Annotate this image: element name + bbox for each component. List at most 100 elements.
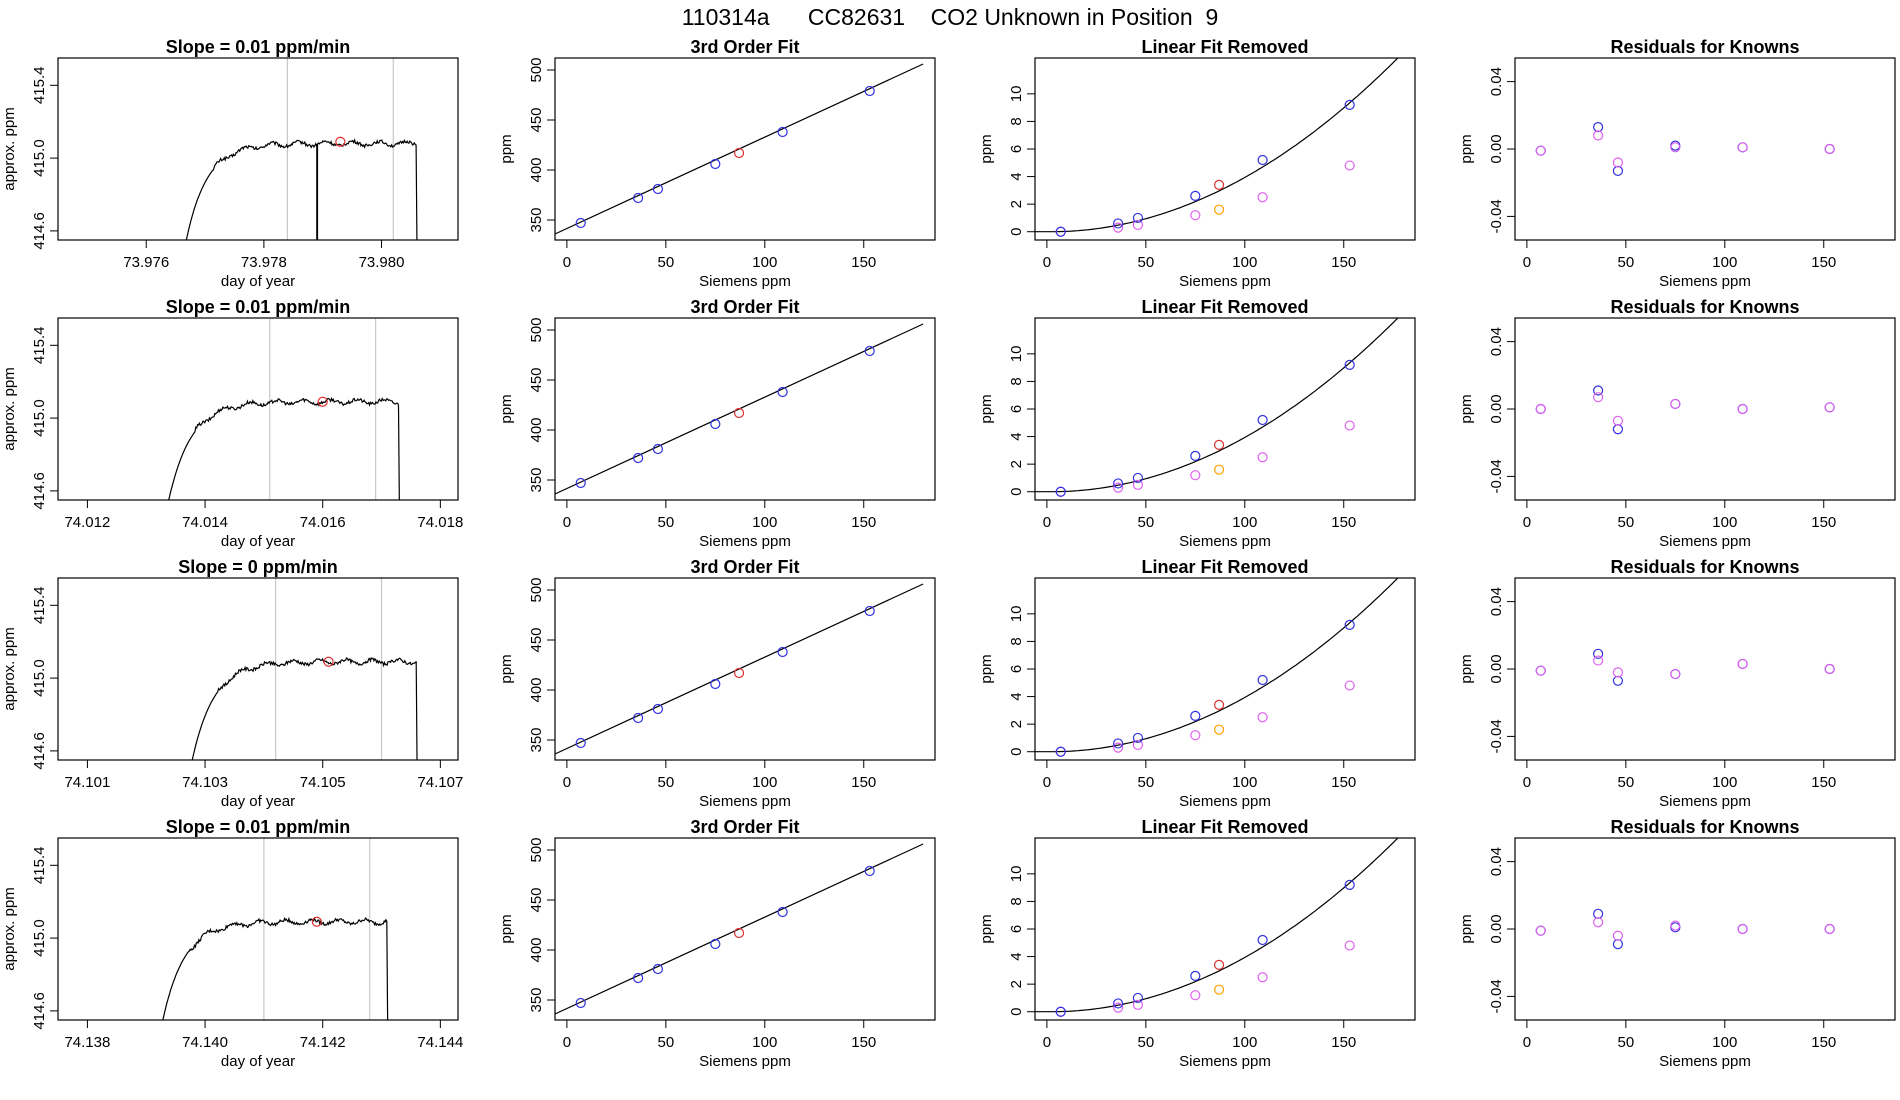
y-tick-label: 4	[1008, 692, 1025, 700]
y-tick-label: -0.04	[1488, 199, 1505, 233]
chart-linear-removed-row-3: Linear Fit Removed 0 50 100 150 0 2 4 6 8 10 Siemen…	[978, 557, 1416, 810]
y-tick-label: 2	[1008, 200, 1025, 208]
known-point	[1113, 998, 1124, 1009]
chart-linear-removed-row-2: Linear Fit Removed 0 50 100 150 0 2 4 6 8 10 Siemen…	[978, 297, 1416, 550]
residual-point-b	[1612, 930, 1624, 941]
y-tick-label: 6	[1008, 665, 1025, 673]
linear-removed-point	[1190, 990, 1201, 1001]
linear-removed-point	[1344, 160, 1355, 171]
known-point	[777, 126, 788, 138]
reference-point	[1213, 984, 1225, 995]
y-tick-label: 8	[1008, 377, 1025, 385]
linear-removed-point	[1113, 742, 1124, 753]
x-tick-label: 150	[851, 254, 876, 271]
y-axis-label: ppm	[1458, 654, 1475, 683]
known-point	[1190, 970, 1201, 981]
residual-point-b	[1535, 145, 1546, 156]
plot-area	[191, 578, 418, 760]
known-point	[1344, 359, 1355, 370]
y-tick-label: 4	[1008, 172, 1025, 180]
x-tick-label: 74.105	[300, 774, 346, 791]
plot-area	[1035, 578, 1399, 757]
chart-title: Slope = 0 ppm/min	[178, 557, 338, 577]
known-point	[864, 605, 875, 617]
residual-point-a	[1612, 675, 1624, 686]
x-tick-label: 0	[1043, 1034, 1051, 1051]
y-tick-label: -0.04	[1488, 979, 1505, 1013]
linear-removed-point	[1113, 482, 1124, 493]
x-tick-label: 100	[752, 254, 777, 271]
y-tick-label: 10	[1008, 346, 1025, 363]
y-tick-label: 350	[528, 987, 545, 1012]
linear-removed-point	[1190, 730, 1201, 741]
x-tick-label: 150	[1331, 774, 1356, 791]
known-point	[1132, 472, 1144, 484]
known-point	[1190, 710, 1201, 721]
residual-point-b	[1670, 142, 1681, 153]
known-point	[710, 158, 721, 170]
co2-trace-line	[168, 396, 400, 500]
y-tick-label: 8	[1008, 117, 1025, 125]
plot-frame	[1034, 317, 1416, 501]
y-tick-label: 415.0	[31, 659, 48, 697]
known-point	[575, 477, 586, 489]
x-tick-label: 100	[1712, 254, 1737, 271]
y-tick-label: 0.04	[1488, 67, 1505, 96]
known-point	[652, 443, 664, 455]
known-point	[633, 192, 644, 204]
x-tick-label: 73.978	[241, 254, 287, 271]
x-axis-label: Siemens ppm	[1659, 793, 1751, 810]
unknown-point	[1213, 439, 1225, 450]
linear-removed-point	[1344, 420, 1355, 431]
x-tick-label: 100	[752, 514, 777, 531]
residual-point-b	[1824, 923, 1835, 935]
x-tick-label: 50	[657, 1034, 674, 1051]
plot-area	[555, 323, 924, 495]
unknown-point	[311, 916, 322, 927]
plot-frame	[57, 317, 459, 501]
x-tick-label: 150	[851, 514, 876, 531]
chart-title: Linear Fit Removed	[1141, 37, 1308, 57]
plot-frame	[1514, 57, 1896, 241]
x-tick-label: 50	[657, 514, 674, 531]
x-tick-label: 0	[1043, 774, 1051, 791]
known-point	[1132, 212, 1144, 224]
residual-point-b	[1824, 663, 1835, 675]
known-point	[710, 678, 721, 690]
plot-frame	[57, 577, 459, 761]
fit-curve	[1035, 578, 1399, 753]
x-tick-label: 100	[1712, 774, 1737, 791]
x-tick-label: 150	[1811, 514, 1836, 531]
x-axis-label: day of year	[221, 793, 295, 810]
x-tick-label: 50	[1617, 774, 1634, 791]
y-tick-label: 500	[528, 317, 545, 342]
y-tick-label: 400	[528, 417, 545, 442]
plot-frame	[1514, 577, 1896, 761]
known-point	[575, 737, 586, 749]
plot-area	[1535, 121, 1835, 177]
x-tick-label: 74.014	[182, 514, 228, 531]
known-point	[1113, 738, 1124, 749]
known-point	[777, 646, 788, 658]
chart-title: Slope = 0.01 ppm/min	[166, 817, 351, 837]
x-tick-label: 100	[1712, 1034, 1737, 1051]
reference-point	[1213, 724, 1225, 735]
y-tick-label: 414.6	[31, 992, 48, 1030]
x-tick-label: 0	[563, 254, 571, 271]
chart-time-series-row-3: Slope = 0 ppm/min 74.101 74.103 74.105 74.10…	[1, 557, 463, 810]
x-tick-label: 50	[657, 774, 674, 791]
y-tick-label: 450	[528, 367, 545, 392]
plot-area	[555, 63, 924, 235]
x-tick-label: 150	[1331, 254, 1356, 271]
x-tick-label: 74.103	[182, 774, 228, 791]
known-point	[864, 865, 875, 877]
x-tick-label: 50	[1137, 514, 1154, 531]
known-point	[652, 703, 664, 715]
x-tick-label: 100	[1712, 514, 1737, 531]
x-tick-label: 100	[1232, 1034, 1257, 1051]
residual-point-b	[1737, 403, 1748, 415]
residual-point-b	[1593, 917, 1604, 928]
linear-removed-point	[1344, 940, 1355, 951]
linear-removed-point	[1190, 470, 1201, 481]
x-tick-label: 74.016	[300, 514, 346, 531]
